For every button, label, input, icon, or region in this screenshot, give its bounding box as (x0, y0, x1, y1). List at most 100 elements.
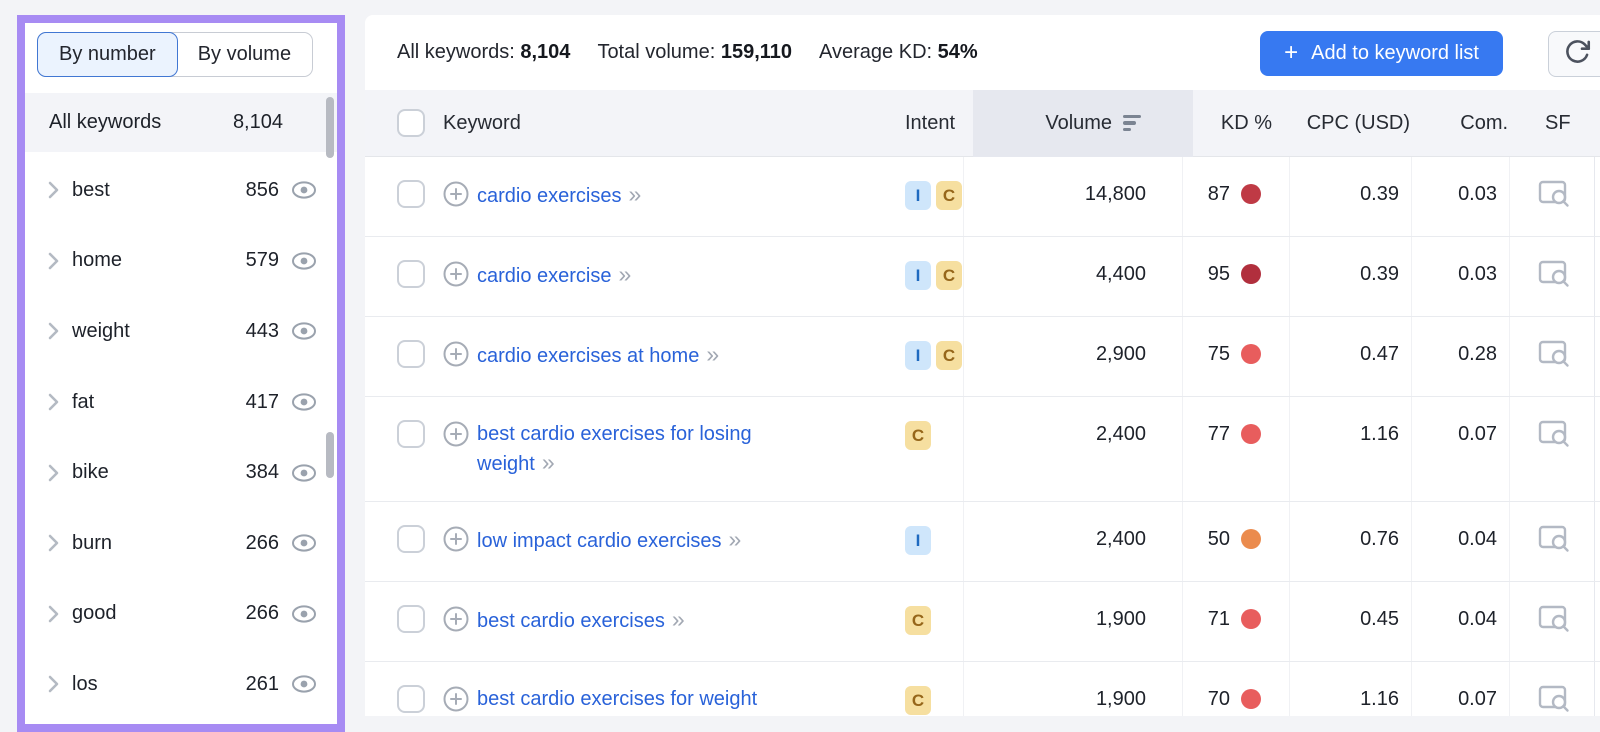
intent-badge: I (905, 261, 931, 290)
refresh-icon (1564, 38, 1591, 71)
add-keyword-icon[interactable] (443, 686, 469, 716)
all-keywords-label: All keywords (49, 111, 162, 133)
cpc-cell: 0.39 (1290, 157, 1412, 236)
expand-keyword-icon[interactable]: » (618, 261, 632, 287)
row-checkbox[interactable] (397, 340, 425, 368)
by-number-tab[interactable]: By number (37, 32, 178, 77)
com-cell: 0.03 (1412, 237, 1510, 316)
eye-icon[interactable] (291, 392, 317, 412)
eye-icon[interactable] (291, 251, 317, 271)
serp-features-icon[interactable] (1538, 420, 1570, 454)
all-keywords-stat: All keywords: 8,104 (397, 41, 571, 63)
keyword-link[interactable]: cardio exercises at home (477, 345, 700, 367)
add-keyword-icon[interactable] (443, 606, 469, 638)
volume-cell: 14,800 (963, 157, 1183, 236)
chevron-right-icon[interactable] (48, 181, 62, 199)
com-cell: 0.28 (1412, 317, 1510, 396)
serp-features-icon[interactable] (1538, 685, 1570, 716)
kd-cell: 70 (1183, 662, 1290, 716)
keyword-link[interactable]: best cardio exercises (477, 610, 665, 632)
sidebar-scrollbar[interactable] (326, 432, 334, 478)
table-row: best cardio exercises » C 1,900 71 0.45 0… (365, 582, 1600, 662)
row-checkbox[interactable] (397, 180, 425, 208)
expand-keyword-icon[interactable]: » (706, 341, 720, 367)
group-label: fat (72, 390, 95, 413)
eye-icon[interactable] (291, 321, 317, 341)
serp-features-icon[interactable] (1538, 260, 1570, 294)
cpc-column-header[interactable]: CPC (USD) (1306, 111, 1411, 134)
chevron-right-icon[interactable] (48, 675, 62, 693)
group-row-weight[interactable]: weight 443 (25, 296, 337, 367)
expand-keyword-icon[interactable]: » (541, 449, 555, 475)
expand-keyword-icon[interactable]: » (728, 526, 742, 552)
chevron-right-icon[interactable] (48, 534, 62, 552)
serp-features-icon[interactable] (1538, 180, 1570, 214)
group-row-home[interactable]: home 579 (25, 226, 337, 297)
volume-cell: 2,900 (963, 317, 1183, 396)
add-keyword-icon[interactable] (443, 526, 469, 558)
by-volume-tab[interactable]: By volume (176, 33, 313, 76)
group-row-burn[interactable]: burn 266 (25, 508, 337, 579)
serp-features-icon[interactable] (1538, 605, 1570, 639)
summary-bar: All keywords: 8,104 Total volume: 159,11… (365, 15, 1600, 90)
expand-keyword-icon[interactable]: » (628, 181, 642, 207)
serp-features-icon[interactable] (1538, 525, 1570, 559)
group-row-bike[interactable]: bike 384 (25, 437, 337, 508)
keyword-column-header[interactable]: Keyword (443, 111, 521, 134)
all-keywords-row[interactable]: All keywords 8,104 (25, 93, 337, 152)
com-column-header[interactable]: Com. (1460, 111, 1509, 134)
row-checkbox[interactable] (397, 420, 425, 448)
intent-badges: C (905, 605, 963, 635)
eye-icon[interactable] (291, 463, 317, 483)
keyword-link[interactable]: cardio exercises (477, 185, 622, 207)
add-keyword-icon[interactable] (443, 181, 469, 213)
keyword-link[interactable]: cardio exercise (477, 265, 612, 287)
table-row: low impact cardio exercises» I 2,400 50 … (365, 502, 1600, 582)
total-volume-stat: Total volume: 159,110 (597, 41, 793, 63)
eye-icon[interactable] (291, 533, 317, 553)
row-checkbox[interactable] (397, 685, 425, 713)
eye-icon[interactable] (291, 180, 317, 200)
sf-column-header[interactable]: SF (1545, 111, 1571, 134)
group-count: 417 (245, 390, 279, 413)
sidebar-scrollbar[interactable] (326, 97, 334, 158)
add-keyword-icon[interactable] (443, 261, 469, 293)
kd-dot (1241, 689, 1261, 709)
keyword-groups-panel: By number By volume All keywords 8,104 b… (17, 15, 345, 732)
group-count: 261 (245, 672, 279, 695)
cpc-cell: 0.47 (1290, 317, 1412, 396)
refresh-button[interactable] (1548, 31, 1600, 77)
group-label: home (72, 249, 123, 272)
add-keyword-icon[interactable] (443, 421, 469, 453)
select-all-checkbox[interactable] (397, 109, 425, 137)
group-count: 579 (245, 249, 279, 272)
keyword-link[interactable]: best cardio exercises for losing weight (477, 423, 752, 475)
eye-icon[interactable] (291, 674, 317, 694)
expand-keyword-icon[interactable]: » (520, 714, 533, 716)
keyword-link[interactable]: low impact cardio exercises (477, 530, 722, 552)
intent-column-header[interactable]: Intent (905, 111, 956, 134)
chevron-right-icon[interactable] (48, 393, 62, 411)
eye-icon[interactable] (291, 604, 317, 624)
chevron-right-icon[interactable] (48, 464, 62, 482)
group-row-best[interactable]: best 856 (25, 155, 337, 226)
serp-features-icon[interactable] (1538, 340, 1570, 374)
group-row-good[interactable]: good 266 (25, 579, 337, 650)
add-to-keyword-list-button[interactable]: + Add to keyword list (1260, 31, 1503, 76)
group-row-fat[interactable]: fat 417 (25, 367, 337, 438)
add-keyword-icon[interactable] (443, 341, 469, 373)
expand-keyword-icon[interactable]: » (671, 606, 685, 632)
row-checkbox[interactable] (397, 525, 425, 553)
volume-column-header[interactable]: Volume (973, 89, 1194, 157)
chevron-right-icon[interactable] (48, 322, 62, 340)
keyword-link[interactable]: best cardio exercises for weight loss (477, 688, 758, 710)
group-row-los[interactable]: los 261 (25, 649, 337, 720)
group-count: 856 (245, 178, 279, 201)
chevron-right-icon[interactable] (48, 605, 62, 623)
chevron-right-icon[interactable] (48, 252, 62, 270)
row-checkbox[interactable] (397, 260, 425, 288)
row-checkbox[interactable] (397, 605, 425, 633)
kd-column-header[interactable]: KD % (1220, 111, 1273, 134)
